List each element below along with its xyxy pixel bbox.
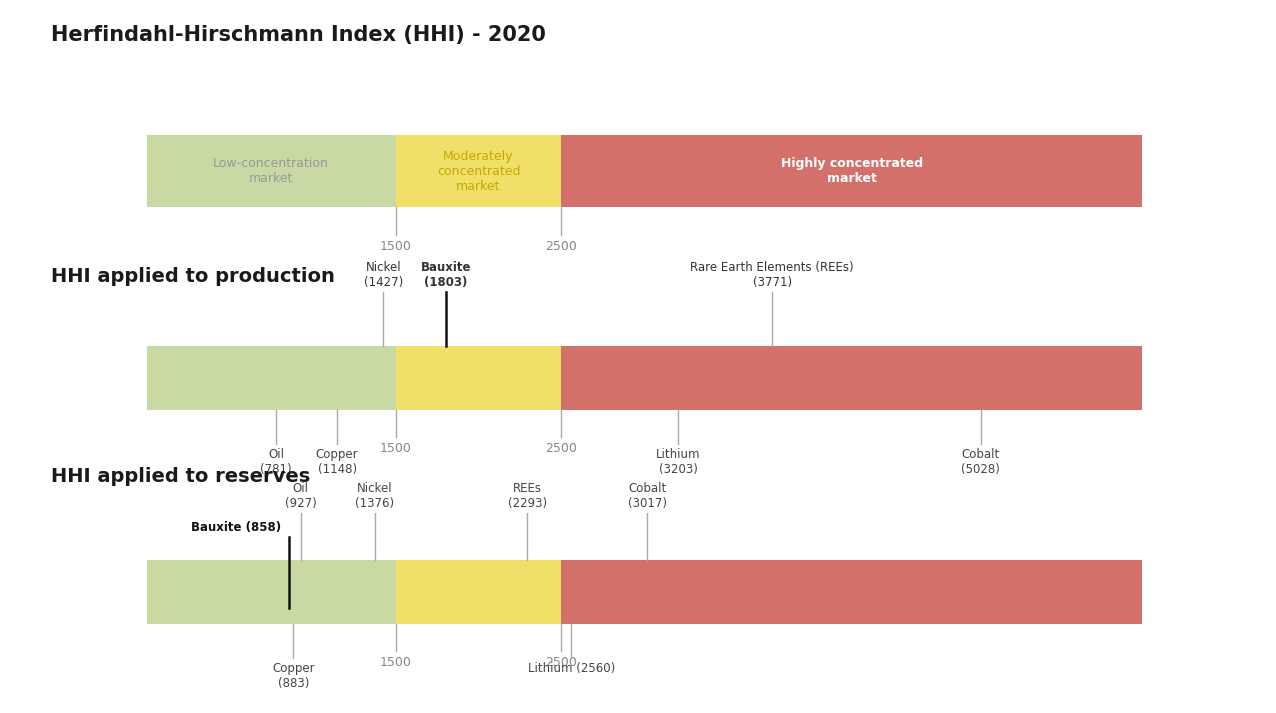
- Text: REEs
(2293): REEs (2293): [508, 482, 546, 510]
- Bar: [147, 135, 396, 207]
- Text: Oil
(927): Oil (927): [285, 482, 316, 510]
- Text: Highly concentrated
market: Highly concentrated market: [781, 157, 923, 185]
- Bar: [561, 346, 1142, 410]
- Text: 2500: 2500: [546, 656, 577, 669]
- Text: 1500: 1500: [380, 240, 411, 253]
- Text: Rare Earth Elements (REEs)
(3771): Rare Earth Elements (REEs) (3771): [690, 261, 854, 289]
- Text: Lithium (2560): Lithium (2560): [528, 662, 615, 674]
- Bar: [396, 560, 561, 624]
- Text: Lithium
(3203): Lithium (3203): [656, 448, 701, 476]
- Text: 2500: 2500: [546, 442, 577, 455]
- Text: Nickel
(1427): Nickel (1427): [364, 261, 403, 289]
- Bar: [396, 135, 561, 207]
- Bar: [147, 560, 396, 624]
- Bar: [396, 346, 561, 410]
- Text: Copper
(883): Copper (883): [272, 662, 314, 689]
- Text: HHI applied to production: HHI applied to production: [51, 267, 334, 287]
- Text: Bauxite
(1803): Bauxite (1803): [421, 261, 471, 289]
- Text: Nickel
(1376): Nickel (1376): [356, 482, 394, 510]
- Bar: [561, 560, 1142, 624]
- Text: 1500: 1500: [380, 442, 411, 455]
- Text: 2500: 2500: [546, 240, 577, 253]
- Text: Herfindahl-Hirschmann Index (HHI) - 2020: Herfindahl-Hirschmann Index (HHI) - 2020: [51, 25, 546, 45]
- Text: Cobalt
(5028): Cobalt (5028): [961, 448, 1000, 476]
- Text: 1500: 1500: [380, 656, 411, 669]
- Bar: [147, 346, 396, 410]
- Text: Copper
(1148): Copper (1148): [316, 448, 359, 476]
- Text: Moderately
concentrated
market: Moderately concentrated market: [436, 150, 521, 193]
- Bar: [561, 135, 1142, 207]
- Text: Low-concentration
market: Low-concentration market: [213, 157, 329, 185]
- Text: Cobalt
(3017): Cobalt (3017): [628, 482, 666, 510]
- Text: HHI applied to reserves: HHI applied to reserves: [51, 467, 310, 486]
- Text: Oil
(781): Oil (781): [260, 448, 292, 476]
- Text: Bauxite (858): Bauxite (858): [191, 521, 282, 534]
